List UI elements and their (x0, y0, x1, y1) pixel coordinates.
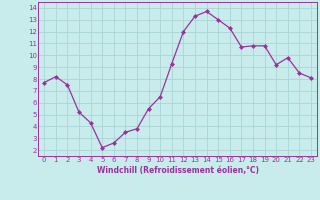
X-axis label: Windchill (Refroidissement éolien,°C): Windchill (Refroidissement éolien,°C) (97, 166, 259, 175)
